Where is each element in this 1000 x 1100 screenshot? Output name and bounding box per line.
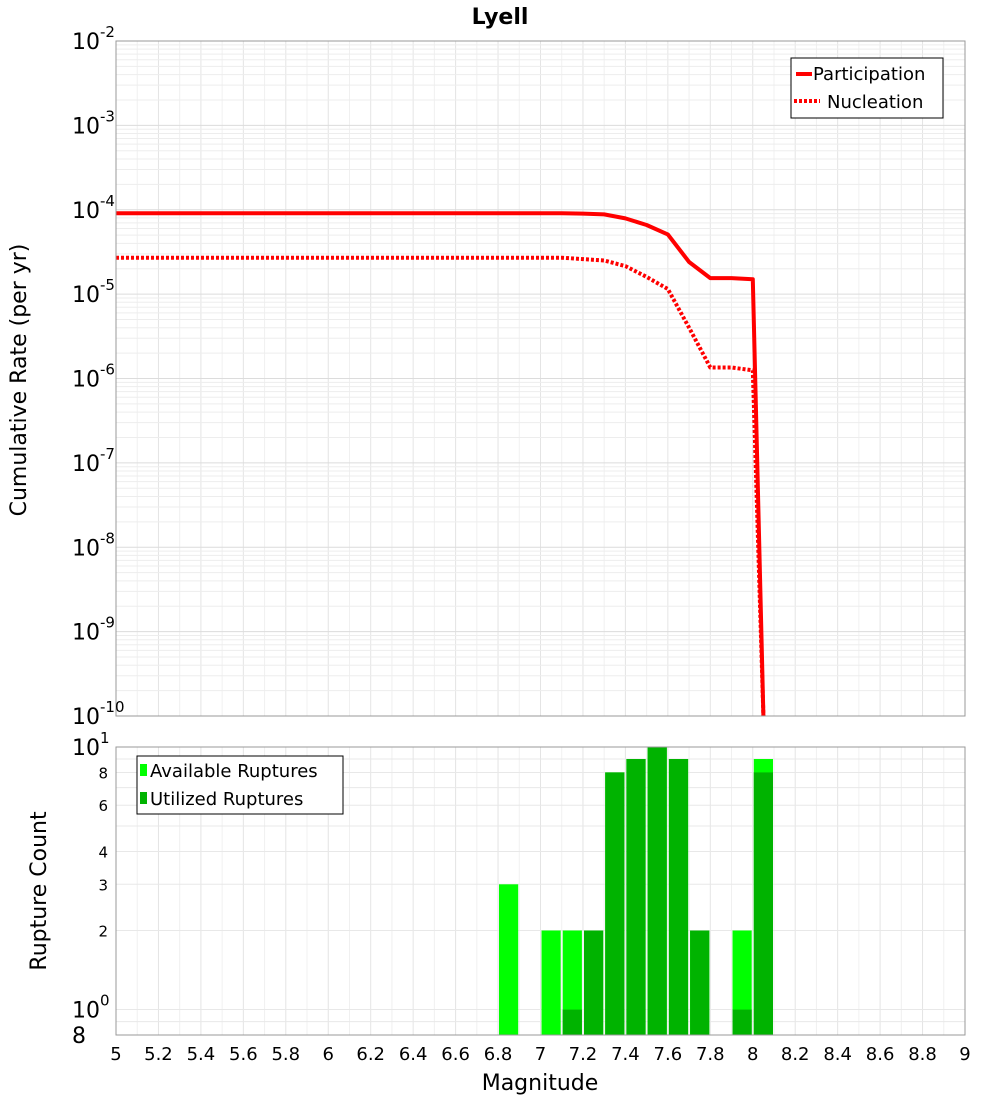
utilized-bar bbox=[753, 772, 773, 1035]
rate-plot-grid bbox=[115, 41, 966, 717]
rate-y-tick-label: 10-7 bbox=[72, 445, 115, 477]
rate-y-ticks: 10-2 10-3 10-4 10-5 10-6 10-7 10-8 10-9 10-10 bbox=[72, 23, 125, 730]
legend-available-label: Available Ruptures bbox=[150, 761, 318, 782]
utilized-bar bbox=[584, 930, 604, 1035]
rupture-legend: Available Ruptures Utilized Ruptures bbox=[136, 755, 344, 815]
x-tick-label: 6.8 bbox=[484, 1044, 513, 1065]
rate-legend-box bbox=[790, 57, 944, 119]
x-tick-label: 7 bbox=[535, 1044, 546, 1065]
rupture-y-tick-label: 4 bbox=[98, 843, 108, 861]
rate-y-tick-label: 10-5 bbox=[72, 276, 115, 308]
x-tick-label: 9 bbox=[959, 1044, 970, 1065]
x-tick-label: 7.6 bbox=[654, 1044, 683, 1065]
rate-y-tick-label: 10-8 bbox=[72, 529, 115, 561]
x-ticks: 5 5.2 5.4 5.6 5.8 6 6.2 6.4 6.6 6.8 7 7.2 7.4 7.6 7.8 8… bbox=[110, 1044, 970, 1065]
rupture-y-tick-label: 2 bbox=[98, 923, 108, 941]
rupture-y-axis-label: Rupture Count bbox=[27, 811, 52, 971]
rate-y-axis-label: Cumulative Rate (per yr) bbox=[7, 244, 32, 517]
x-tick-label: 5.8 bbox=[271, 1044, 300, 1065]
rate-y-tick-label: 10-3 bbox=[72, 107, 115, 139]
rate-y-tick-label: 10-2 bbox=[72, 23, 115, 55]
x-tick-label: 8 bbox=[747, 1044, 758, 1065]
rupture-y-major-tick-label: 101 bbox=[72, 729, 110, 761]
utilized-bar bbox=[605, 772, 625, 1035]
rate-y-tick-label: 10-9 bbox=[72, 614, 115, 646]
x-tick-label: 8.6 bbox=[866, 1044, 895, 1065]
rate-plot-series bbox=[116, 211, 766, 717]
x-tick-label: 6.4 bbox=[399, 1044, 428, 1065]
x-tick-label: 7.2 bbox=[569, 1044, 598, 1065]
available-bar bbox=[732, 930, 752, 1035]
chart-title: Lyell bbox=[472, 5, 529, 30]
available-bar bbox=[541, 930, 561, 1035]
x-tick-label: 8.2 bbox=[781, 1044, 810, 1065]
rupture-plot-frame bbox=[115, 746, 966, 1036]
rupture-y-tick-label: 6 bbox=[98, 797, 108, 815]
rupture-y-tick-label: 8 bbox=[98, 764, 108, 782]
x-tick-label: 7.8 bbox=[696, 1044, 725, 1065]
rupture-legend-box bbox=[136, 755, 344, 815]
x-tick-label: 5 bbox=[110, 1044, 121, 1065]
utilized-bar bbox=[668, 759, 689, 1035]
series-line-participation bbox=[116, 211, 766, 717]
rate-y-tick-label: 10-4 bbox=[72, 192, 115, 224]
x-tick-label: 5.2 bbox=[144, 1044, 173, 1065]
legend-nucleation-label: Nucleation bbox=[827, 92, 923, 113]
x-tick-label: 6.2 bbox=[356, 1044, 385, 1065]
x-tick-label: 6 bbox=[323, 1044, 334, 1065]
legend-utilized-swatch bbox=[140, 792, 147, 804]
utilized-bar bbox=[626, 759, 646, 1035]
x-tick-label: 8.8 bbox=[908, 1044, 937, 1065]
utilized-bar bbox=[690, 930, 710, 1035]
x-tick-label: 7.4 bbox=[611, 1044, 640, 1065]
rate-y-tick-label: 10-10 bbox=[72, 698, 125, 730]
rupture-y-major-tick-label: 8 bbox=[72, 1024, 86, 1049]
legend-available-swatch bbox=[140, 764, 147, 776]
rupture-y-tick-label: 3 bbox=[98, 876, 108, 894]
utilized-bar bbox=[562, 1009, 582, 1035]
utilized-bar bbox=[732, 1009, 752, 1035]
x-tick-label: 8.4 bbox=[823, 1044, 852, 1065]
rate-y-tick-label: 10-6 bbox=[72, 361, 115, 393]
legend-participation-label: Participation bbox=[813, 64, 925, 85]
utilized-bar bbox=[647, 747, 667, 1035]
series-line-nucleation bbox=[116, 255, 766, 717]
available-bar bbox=[562, 930, 582, 1035]
x-tick-label: 5.6 bbox=[229, 1044, 258, 1065]
rate-plot-frame bbox=[115, 40, 966, 717]
available-bar bbox=[499, 884, 519, 1035]
x-tick-label: 6.6 bbox=[441, 1044, 470, 1065]
x-axis-label: Magnitude bbox=[482, 1071, 599, 1096]
rupture-y-major-tick-label: 100 bbox=[72, 992, 110, 1024]
legend-utilized-label: Utilized Ruptures bbox=[150, 789, 303, 810]
rate-plot: 10-2 10-3 10-4 10-5 10-6 10-7 10-8 10-9 10-10 Cu… bbox=[7, 23, 966, 730]
x-tick-label: 5.4 bbox=[187, 1044, 216, 1065]
rate-legend: Participation Nucleation bbox=[790, 57, 944, 119]
rupture-bars bbox=[499, 747, 773, 1035]
